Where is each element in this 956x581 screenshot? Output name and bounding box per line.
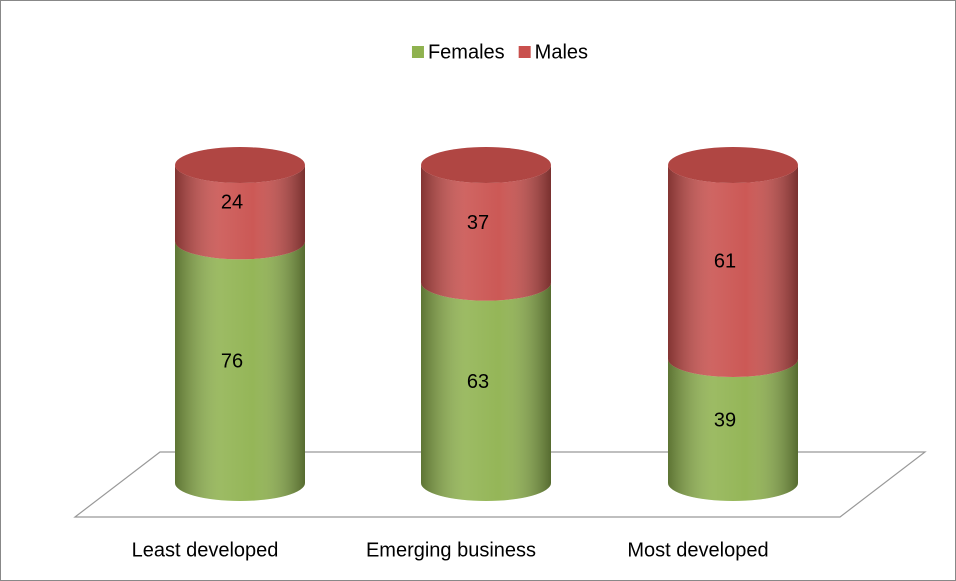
- shading: [175, 147, 305, 183]
- legend-label: Males: [535, 41, 588, 63]
- legend-label: Females: [428, 41, 505, 63]
- data-label: 37: [467, 212, 489, 234]
- shading: [421, 165, 551, 301]
- shading: [668, 147, 798, 183]
- data-label: 63: [467, 371, 489, 393]
- shading: [421, 147, 551, 183]
- x-tick-label: Least developed: [132, 539, 279, 561]
- cylinder-top: [421, 147, 551, 183]
- shading: [668, 358, 798, 501]
- shading: [668, 165, 798, 377]
- shading: [175, 241, 305, 501]
- cylinder-top: [668, 147, 798, 183]
- x-tick-label: Emerging business: [366, 539, 536, 561]
- legend-swatch: [518, 46, 531, 58]
- cylinder-top: [175, 147, 305, 183]
- data-label: 24: [221, 191, 243, 213]
- shading: [421, 282, 551, 501]
- shading: [175, 165, 305, 260]
- data-label: 61: [714, 250, 736, 272]
- data-label: 39: [714, 409, 736, 431]
- data-label: 76: [221, 350, 243, 372]
- legend-swatch: [411, 46, 424, 58]
- x-tick-label: Most developed: [627, 539, 768, 561]
